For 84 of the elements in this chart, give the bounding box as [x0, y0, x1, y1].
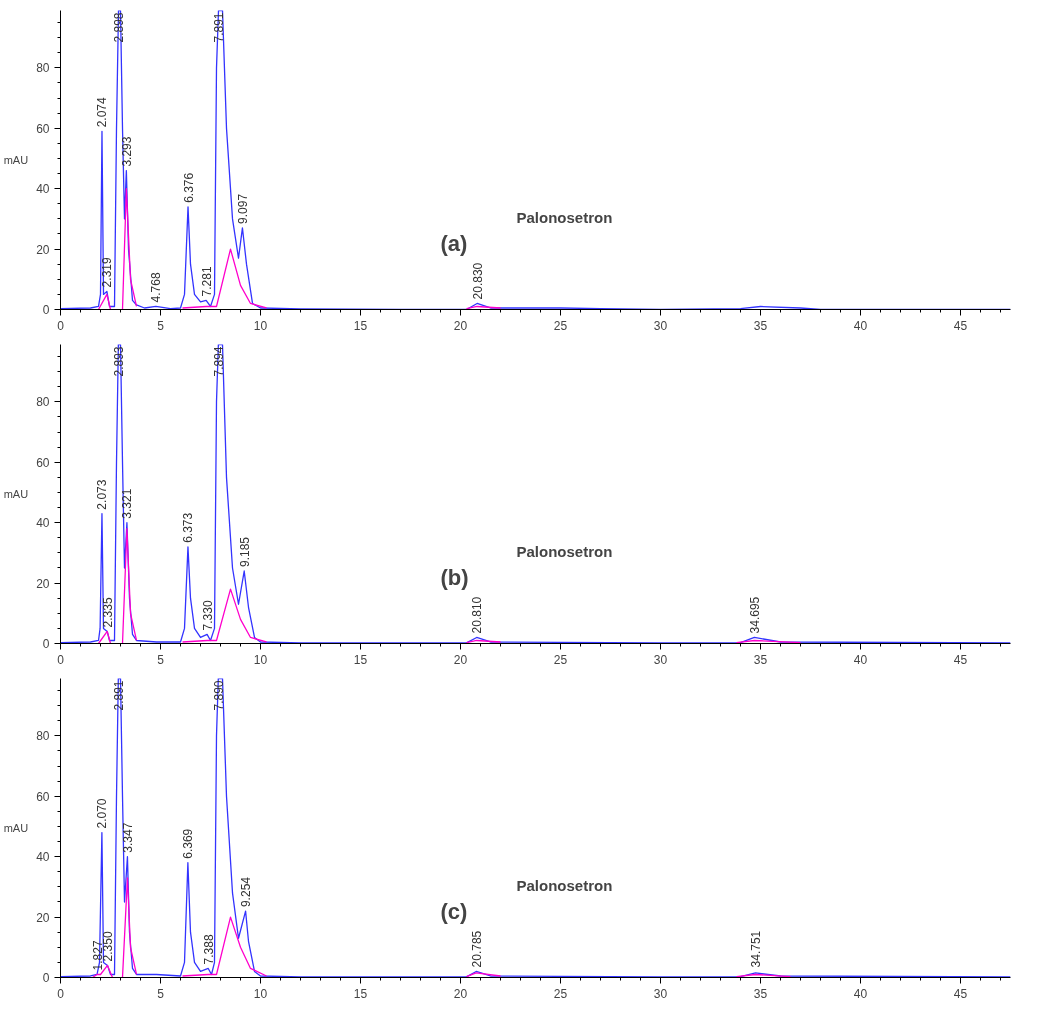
- x-tick-label: 10: [253, 652, 268, 667]
- y-tick-label: 40: [36, 850, 50, 865]
- x-tick-label: 5: [157, 652, 165, 667]
- y-tick-label: 0: [42, 637, 50, 651]
- y-axis-title: mAU: [3, 154, 29, 166]
- annotation: (a): [440, 230, 468, 256]
- y-tick-label: 80: [36, 729, 50, 744]
- y-tick-label: 0: [42, 303, 50, 317]
- x-tick-label: 15: [353, 318, 368, 333]
- y-axis-title: mAU: [3, 488, 29, 500]
- annotation: 20.785: [469, 930, 484, 968]
- annotation: 2.893: [111, 346, 126, 377]
- y-tick-label: 20: [36, 242, 50, 257]
- x-tick-label: 0: [57, 318, 65, 333]
- annotation: 7.890: [211, 680, 226, 711]
- annotation: Palonosetron: [516, 876, 613, 894]
- annotation: 7.330: [200, 600, 215, 631]
- y-tick-label: 20: [36, 910, 50, 925]
- annotation: 3.347: [120, 822, 135, 853]
- y-tick-label: 80: [36, 395, 50, 410]
- x-tick-label: 25: [553, 652, 568, 667]
- x-tick-label: 25: [553, 986, 568, 1001]
- x-tick-label: 35: [753, 318, 768, 333]
- x-tick-label: 10: [253, 986, 268, 1001]
- annotation: (c): [440, 898, 468, 924]
- annotation: 20.830: [470, 262, 485, 300]
- x-tick-label: 20: [453, 318, 468, 333]
- annotation: 2.891: [111, 680, 126, 711]
- annotation: 9.097: [235, 193, 250, 224]
- x-tick-label: 25: [553, 318, 568, 333]
- y-axis-title: mAU: [3, 822, 29, 834]
- annotation: 2.070: [95, 798, 110, 829]
- x-tick-label: 35: [753, 652, 768, 667]
- y-tick-label: 20: [36, 576, 50, 591]
- annotation: 7.891: [211, 12, 226, 43]
- annotation: 6.373: [181, 512, 196, 543]
- x-tick-label: 35: [753, 986, 768, 1001]
- y-tick-label: 60: [36, 789, 50, 804]
- x-tick-label: 15: [353, 986, 368, 1001]
- y-tick-label: 80: [36, 61, 50, 76]
- x-tick-label: 45: [953, 318, 968, 333]
- y-tick-label: 60: [36, 455, 50, 470]
- annotation: Palonosetron: [516, 542, 613, 560]
- x-tick-label: 10: [253, 318, 268, 333]
- x-tick-label: 0: [57, 986, 65, 1001]
- annotation: 4.768: [149, 272, 164, 303]
- x-tick-label: 20: [453, 986, 468, 1001]
- annotation: 6.376: [181, 172, 196, 203]
- annotation: 3.293: [119, 136, 134, 167]
- x-tick-label: 20: [453, 652, 468, 667]
- x-tick-label: 40: [853, 986, 868, 1001]
- y-tick-label: 60: [36, 121, 50, 136]
- annotation: Palonosetron: [516, 208, 613, 226]
- x-tick-label: 15: [353, 652, 368, 667]
- annotation: 9.254: [239, 876, 254, 908]
- y-tick-label: 0: [42, 971, 50, 985]
- annotation: 7.388: [201, 934, 216, 965]
- annotation: 34.695: [747, 596, 762, 634]
- x-tick-label: 45: [953, 652, 968, 667]
- annotation: 2.350: [101, 931, 115, 962]
- annotation: 2.319: [100, 257, 115, 288]
- x-tick-label: 30: [653, 652, 668, 667]
- annotation: 2.073: [95, 479, 110, 510]
- annotation: 7.894: [211, 346, 226, 377]
- x-tick-label: 45: [953, 986, 968, 1001]
- x-tick-label: 30: [653, 986, 668, 1001]
- x-tick-label: 40: [853, 652, 868, 667]
- x-tick-label: 5: [157, 986, 165, 1001]
- annotation: 34.751: [749, 930, 764, 968]
- annotation: 9.185: [237, 536, 252, 568]
- annotation: (b): [440, 564, 469, 590]
- x-tick-label: 40: [853, 318, 868, 333]
- x-tick-label: 5: [157, 318, 165, 333]
- annotation: 2.335: [100, 597, 115, 628]
- y-tick-label: 40: [36, 182, 50, 197]
- annotation: 3.321: [120, 488, 135, 519]
- annotation: 2.898: [111, 12, 126, 43]
- x-tick-label: 30: [653, 318, 668, 333]
- annotation: 2.074: [95, 96, 110, 128]
- x-tick-label: 0: [57, 652, 65, 667]
- annotation: 7.281: [199, 266, 214, 297]
- y-tick-label: 40: [36, 516, 50, 531]
- annotation: 6.369: [181, 828, 196, 859]
- annotation: 20.810: [470, 596, 485, 634]
